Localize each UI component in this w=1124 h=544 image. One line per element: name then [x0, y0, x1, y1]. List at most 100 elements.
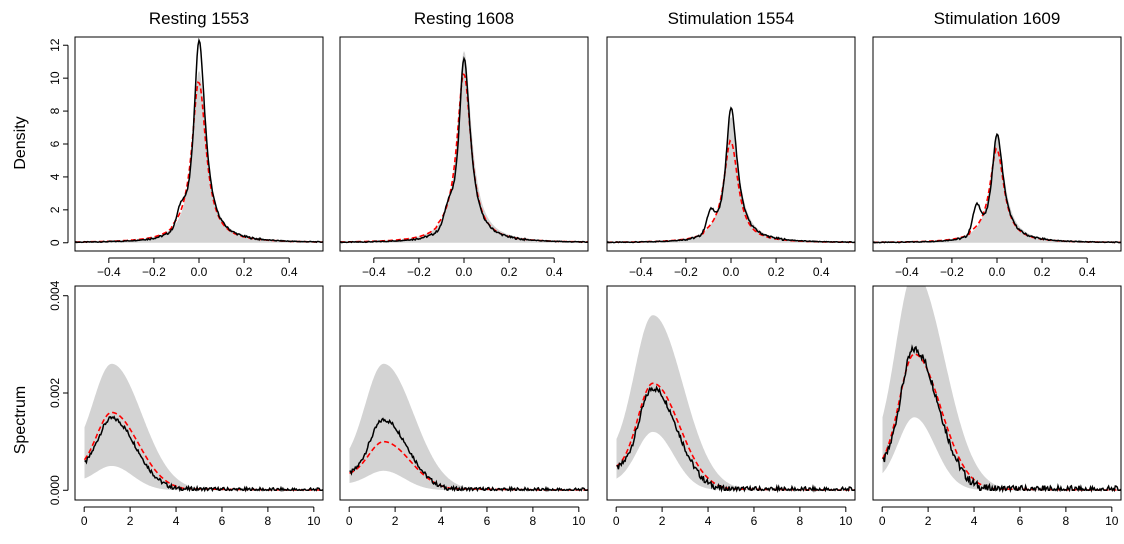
x-tick-label: 2 [392, 514, 399, 528]
plot-area [83, 363, 323, 493]
observed-curve [349, 417, 588, 493]
density-axis-label: Density [12, 116, 29, 169]
spectrum-axis-label: Spectrum [12, 386, 29, 454]
plot-area [349, 363, 588, 493]
x-tick-label: 2 [659, 514, 666, 528]
x-tick-label: 8 [530, 514, 537, 528]
y-tick-label: 0.004 [48, 280, 62, 310]
x-tick-label: 10 [307, 514, 321, 528]
observed-curve [84, 415, 323, 493]
panel-title: Stimulation 1609 [934, 9, 1061, 28]
x-tick-label: 0.4 [813, 265, 830, 279]
x-tick-label: 10 [1105, 514, 1119, 528]
y-tick-label: 0.002 [48, 378, 62, 408]
y-tick-label: 2 [48, 206, 62, 213]
panel-frame [74, 36, 324, 252]
x-tick-label: −0.2 [407, 265, 431, 279]
x-tick-label: 0.0 [989, 265, 1006, 279]
plot-area [881, 286, 1121, 494]
panel-frame [606, 36, 856, 252]
panel-2: Resting 1608 −0.4 −0.2 0.0 0.2 0.4 [339, 9, 589, 279]
panel-frame [872, 36, 1122, 252]
y-tick-label: 12 [48, 38, 62, 52]
confidence-band [607, 116, 855, 243]
confidence-band [873, 134, 1121, 243]
x-tick-label: 8 [797, 514, 804, 528]
x-tick-label: 2 [127, 514, 134, 528]
y-tick-label: 10 [48, 71, 62, 85]
y-tick-label: 0.000 [48, 475, 62, 505]
x-tick-label: 6 [484, 514, 491, 528]
x-tick-label: 0.4 [1079, 265, 1096, 279]
panel-title: Stimulation 1554 [668, 9, 795, 28]
plot-area [607, 106, 855, 244]
plot-area [340, 51, 588, 244]
confidence-band [340, 51, 588, 243]
confidence-band [84, 363, 323, 491]
x-tick-label: 0 [613, 514, 620, 528]
x-tick-label: 0.0 [456, 265, 473, 279]
panel-1: Resting 1553 −0.4 −0.2 0.0 0.2 0.4 0 2 4 6 8 10 12 [48, 9, 324, 279]
x-tick-label: −0.2 [940, 265, 964, 279]
x-tick-label: 10 [839, 514, 853, 528]
x-tick-label: −0.4 [629, 265, 653, 279]
panel-frame [74, 285, 324, 501]
observed-curve [607, 106, 855, 244]
x-tick-label: −0.4 [895, 265, 919, 279]
observed-curve [616, 385, 855, 494]
panel-3: Stimulation 1554 −0.4 −0.2 0.0 0.2 0.4 [606, 9, 856, 279]
x-tick-label: 0.2 [236, 265, 253, 279]
plot-area [75, 37, 323, 244]
x-tick-label: 0 [346, 514, 353, 528]
panel-8: 0 2 4 6 8 10 [872, 285, 1122, 528]
x-tick-label: 10 [572, 514, 586, 528]
confidence-band [882, 286, 1121, 491]
y-tick-label: 0 [48, 239, 62, 246]
x-tick-label: 4 [971, 514, 978, 528]
panel-7: 0 2 4 6 8 10 [606, 285, 856, 528]
panel-6: 0 2 4 6 8 10 [339, 285, 589, 528]
x-tick-label: −0.2 [674, 265, 698, 279]
confidence-band [349, 363, 588, 491]
panel-frame [872, 285, 1122, 501]
y-tick-label: 4 [48, 173, 62, 180]
x-tick-label: 0.4 [281, 265, 298, 279]
x-tick-label: 0.0 [191, 265, 208, 279]
x-tick-label: 4 [173, 514, 180, 528]
observed-curve [882, 344, 1121, 494]
y-tick-label: 8 [48, 107, 62, 114]
panel-5: 0 2 4 6 8 10 0.000 0.002 0.004 [48, 280, 324, 528]
x-tick-label: 6 [751, 514, 758, 528]
x-tick-label: 0.2 [501, 265, 518, 279]
x-tick-label: −0.4 [97, 265, 121, 279]
panel-4: Stimulation 1609 −0.4 −0.2 0.0 0.2 0.4 [872, 9, 1122, 279]
x-tick-label: 0.2 [1034, 265, 1051, 279]
x-tick-label: −0.2 [142, 265, 166, 279]
y-tick-label: 6 [48, 140, 62, 147]
panel-frame [339, 36, 589, 252]
x-tick-label: 6 [219, 514, 226, 528]
panel-frame [339, 285, 589, 501]
observed-curve [75, 37, 323, 244]
x-tick-label: 0 [879, 514, 886, 528]
observed-curve [340, 56, 588, 244]
x-tick-label: 0.0 [723, 265, 740, 279]
x-tick-label: 4 [705, 514, 712, 528]
panel-title: Resting 1608 [414, 9, 514, 28]
x-tick-label: 8 [265, 514, 272, 528]
x-tick-label: 8 [1063, 514, 1070, 528]
x-tick-label: 0.2 [768, 265, 785, 279]
observed-curve [873, 132, 1121, 244]
confidence-band [75, 70, 323, 243]
x-tick-label: 0.4 [546, 265, 563, 279]
confidence-band [616, 315, 855, 491]
x-tick-label: 4 [438, 514, 445, 528]
plot-area [616, 315, 855, 494]
x-tick-label: 6 [1017, 514, 1024, 528]
x-tick-label: 2 [925, 514, 932, 528]
plot-area [873, 132, 1121, 244]
x-tick-label: −0.4 [362, 265, 386, 279]
panel-frame [606, 285, 856, 501]
x-tick-label: 0 [81, 514, 88, 528]
